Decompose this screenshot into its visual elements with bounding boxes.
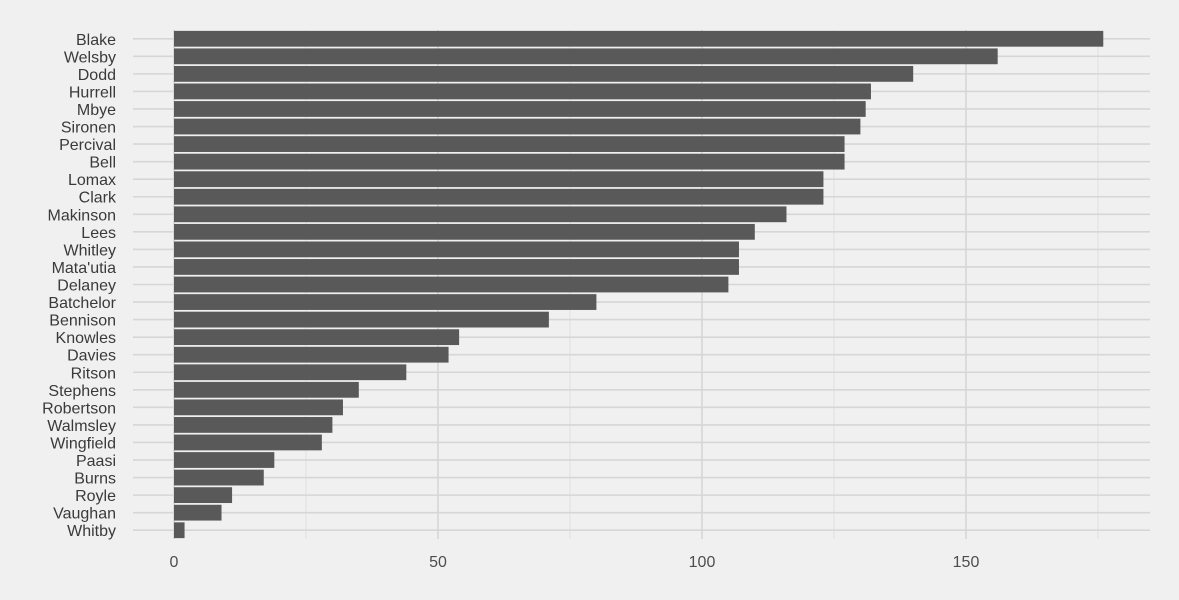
bar-knowles: [174, 329, 460, 346]
bar-batchelor: [174, 294, 597, 310]
bar-vaughan: [174, 504, 222, 521]
x-tick-label: 150: [953, 554, 980, 571]
bar-bennison: [174, 311, 549, 328]
x-tick-label: 50: [429, 554, 447, 571]
category-label: Wingfield: [50, 435, 116, 452]
bar-hurrell: [174, 83, 871, 100]
category-label: Whitby: [67, 523, 116, 540]
bar-wingfield: [174, 434, 322, 451]
category-label: Delaney: [57, 278, 116, 295]
bar-whitley: [174, 241, 739, 258]
category-label: Lomax: [68, 172, 116, 189]
category-label: Ritson: [71, 365, 116, 382]
bar-royle: [174, 487, 233, 504]
bar-mbye: [174, 101, 866, 117]
bar-paasi: [174, 452, 275, 468]
category-label: Mbye: [77, 102, 116, 119]
bars: [174, 30, 1104, 539]
category-label: Blake: [76, 32, 116, 49]
category-label: Burns: [74, 471, 116, 488]
bar-lees: [174, 223, 755, 240]
bar-lomax: [174, 171, 824, 188]
category-label: Clark: [79, 190, 117, 207]
category-label: Robertson: [42, 400, 116, 417]
bar-percival: [174, 136, 845, 152]
bar-davies: [174, 346, 449, 363]
bar-walmsley: [174, 417, 333, 433]
category-label: Sironen: [61, 120, 116, 137]
category-label: Stephens: [48, 383, 116, 400]
bar-robertson: [174, 399, 343, 416]
category-label: Batchelor: [48, 295, 116, 312]
category-label: Mata'utia: [52, 260, 117, 277]
category-labels: BlakeWelsbyDoddHurrellMbyeSironenPerciva…: [42, 32, 117, 540]
bar-burns: [174, 469, 264, 486]
category-label: Welsby: [64, 49, 116, 66]
category-label: Royle: [75, 488, 116, 505]
category-label: Lees: [81, 225, 116, 242]
bar-clark: [174, 188, 824, 205]
category-label: Vaughan: [53, 506, 116, 523]
category-label: Bennison: [49, 313, 116, 330]
bar-makinson: [174, 206, 787, 223]
x-tick-label: 0: [170, 554, 179, 571]
bar-delaney: [174, 276, 729, 293]
x-tick-label: 100: [689, 554, 716, 571]
x-tick-labels: 0 50 100 150: [170, 554, 980, 571]
category-label: Walmsley: [47, 418, 116, 435]
bar-bell: [174, 153, 845, 170]
category-label: Percival: [59, 137, 116, 154]
category-label: Bell: [89, 155, 116, 172]
category-label: Davies: [67, 348, 116, 365]
bar-blake: [174, 30, 1104, 47]
bar-sironen: [174, 118, 861, 135]
category-label: Knowles: [56, 330, 116, 347]
category-label: Dodd: [78, 67, 116, 84]
category-label: Hurrell: [69, 84, 116, 101]
category-label: Paasi: [76, 453, 116, 470]
bar-whitby: [174, 522, 185, 539]
category-label: Whitley: [64, 242, 116, 259]
bar-ritson: [174, 364, 407, 381]
category-label: Makinson: [48, 207, 116, 224]
bar-mata-utia: [174, 259, 739, 275]
bar-stephens: [174, 381, 359, 398]
bar-dodd: [174, 65, 914, 82]
bar-welsby: [174, 48, 998, 65]
